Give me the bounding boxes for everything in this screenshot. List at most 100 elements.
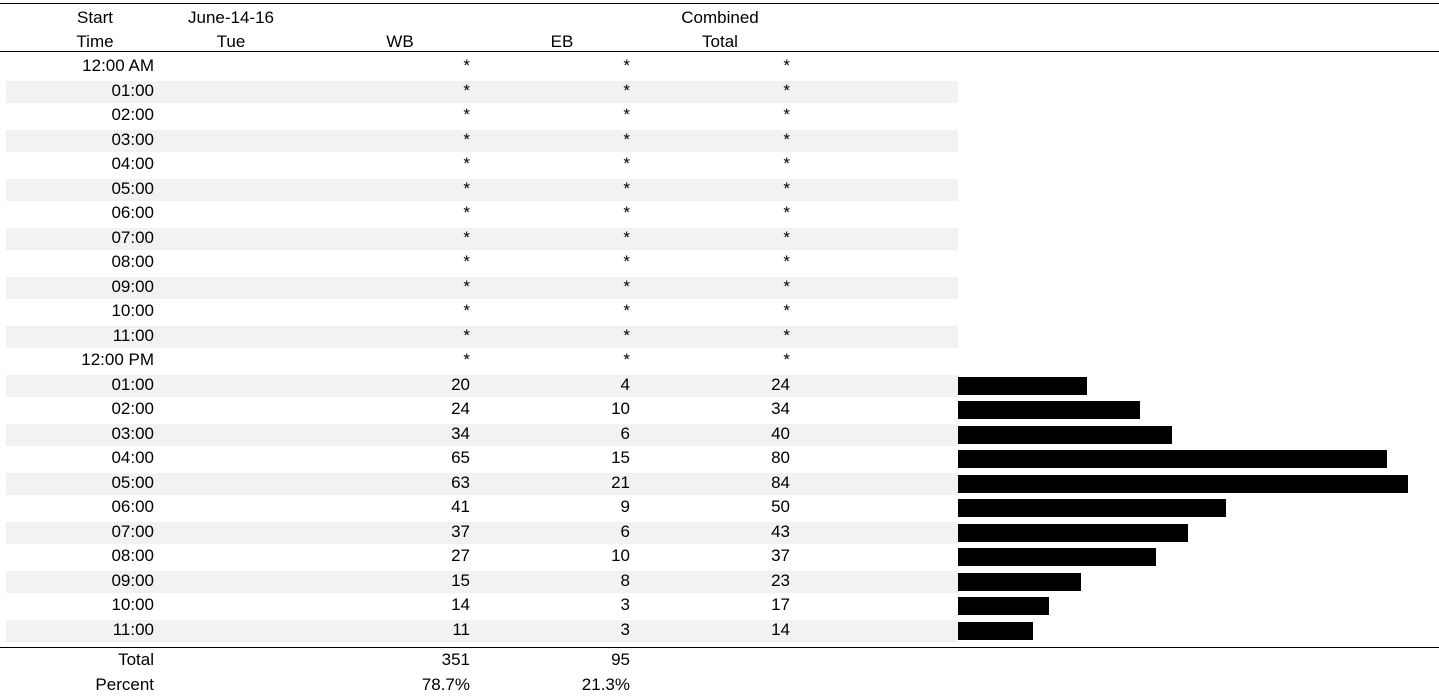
combined-total-bar (958, 376, 1087, 395)
row-combined-total: * (783, 227, 790, 247)
row-wb-count: * (463, 252, 470, 271)
row-eb-count: 8 (620, 570, 630, 590)
row-stripe (6, 374, 958, 397)
row-time: 11:00 (112, 325, 154, 345)
row-stripe (6, 276, 958, 299)
eb-header: EB (550, 32, 574, 51)
start-time-header-line2: Time (76, 32, 114, 51)
date-header-line2: Tue (216, 32, 246, 51)
row-stripe (6, 227, 958, 250)
row-eb-count: 9 (620, 497, 630, 516)
row-stripe (6, 178, 958, 201)
row-combined-total: * (783, 203, 790, 222)
row-time: 04:00 (111, 154, 154, 173)
row-wb-count: 34 (451, 423, 470, 443)
eb-total: 95 (611, 650, 630, 669)
row-time: 05:00 (111, 178, 154, 198)
row-wb-count: 27 (451, 546, 470, 565)
row-eb-count: 6 (620, 423, 630, 443)
date-header-line1: June-14-16 (187, 8, 274, 27)
combined-header-line2: Total (702, 32, 738, 51)
row-time: 10:00 (111, 301, 154, 320)
combined-header-line1: Combined (681, 8, 759, 27)
row-time: 12:00 AM (82, 56, 154, 75)
row-eb-count: 6 (620, 521, 630, 541)
row-wb-count: 11 (452, 619, 470, 639)
row-time: 02:00 (111, 105, 154, 124)
row-time: 04:00 (111, 448, 154, 467)
row-eb-count: * (623, 276, 630, 296)
row-time: 01:00 (111, 374, 154, 394)
row-combined-total: * (783, 276, 790, 296)
row-wb-count: * (463, 325, 470, 345)
row-eb-count: 15 (611, 448, 630, 467)
row-combined-total: * (783, 154, 790, 173)
row-time: 01:00 (111, 80, 154, 100)
row-combined-total: * (783, 350, 790, 369)
row-combined-total: * (783, 301, 790, 320)
row-time: 08:00 (111, 546, 154, 565)
row-eb-count: * (623, 80, 630, 100)
row-eb-count: * (623, 203, 630, 222)
eb-percent: 21.3% (581, 675, 630, 694)
row-time: 07:00 (111, 227, 154, 247)
row-wb-count: * (463, 80, 470, 100)
row-time: 09:00 (111, 570, 154, 590)
row-wb-count: 14 (451, 595, 470, 614)
row-combined-total: 40 (771, 423, 790, 443)
row-stripe (6, 521, 958, 544)
row-wb-count: 37 (451, 521, 470, 541)
row-time: 08:00 (111, 252, 154, 271)
row-combined-total: * (783, 80, 790, 100)
row-eb-count: 3 (620, 595, 630, 614)
row-eb-count: * (623, 350, 630, 369)
row-stripe (6, 472, 958, 495)
row-combined-total: 80 (771, 448, 790, 467)
row-combined-total: 24 (771, 374, 790, 394)
row-time: 10:00 (111, 595, 154, 614)
row-time: 03:00 (111, 129, 154, 149)
row-time: 05:00 (111, 472, 154, 492)
row-eb-count: 10 (611, 399, 630, 418)
row-combined-total: * (783, 325, 790, 345)
header-rule (0, 51, 1439, 52)
row-eb-count: 10 (611, 546, 630, 565)
row-combined-total: * (783, 105, 790, 124)
row-time: 12:00 PM (81, 350, 154, 369)
row-wb-count: 15 (451, 570, 470, 590)
row-eb-count: 4 (620, 374, 630, 394)
combined-total-bar (958, 621, 1033, 640)
row-wb-count: * (463, 178, 470, 198)
row-stripe (6, 570, 958, 593)
combined-total-bar (958, 450, 1387, 468)
row-wb-count: 20 (451, 374, 470, 394)
combined-total-bar (958, 548, 1156, 566)
row-combined-total: 84 (771, 472, 790, 492)
combined-total-bar (958, 499, 1226, 517)
row-time: 11:00 (112, 619, 154, 639)
row-eb-count: * (623, 105, 630, 124)
row-time: 02:00 (111, 399, 154, 418)
row-combined-total: * (783, 252, 790, 271)
row-eb-count: * (623, 56, 630, 75)
combined-total-bar (958, 597, 1049, 615)
total-label: Total (118, 650, 154, 669)
row-wb-count: * (463, 203, 470, 222)
row-eb-count: 3 (620, 619, 630, 639)
wb-percent: 78.7% (421, 675, 470, 694)
row-wb-count: * (463, 56, 470, 75)
combined-total-bar (958, 425, 1172, 444)
row-eb-count: * (623, 325, 630, 345)
row-wb-count: 24 (451, 399, 470, 418)
combined-total-bar (958, 572, 1081, 591)
row-stripe (6, 129, 958, 152)
percent-label: Percent (95, 675, 154, 694)
wb-header: WB (386, 32, 414, 51)
row-eb-count: * (623, 178, 630, 198)
row-combined-total: 23 (771, 570, 790, 590)
row-wb-count: * (463, 350, 470, 369)
row-stripe (6, 325, 958, 348)
row-wb-count: * (463, 227, 470, 247)
row-time: 07:00 (111, 521, 154, 541)
row-eb-count: 21 (611, 472, 630, 492)
